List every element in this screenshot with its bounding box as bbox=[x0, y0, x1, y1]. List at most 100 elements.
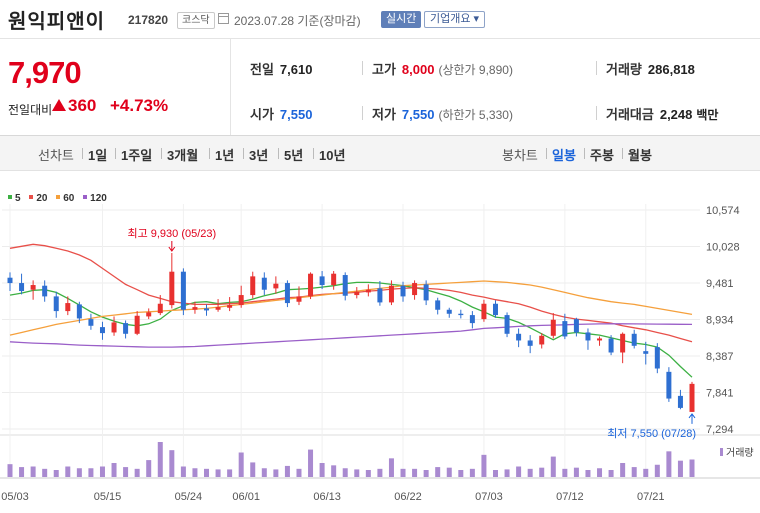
up-arrow-icon bbox=[52, 99, 66, 111]
tab-1year[interactable]: 1년 bbox=[215, 148, 235, 163]
trade-value: 거래대금 2,248 백만 bbox=[606, 107, 719, 122]
tab-1week[interactable]: 1주일 bbox=[121, 148, 153, 163]
candle-body bbox=[677, 395, 683, 408]
candle-body bbox=[7, 277, 13, 284]
volume-bar bbox=[250, 462, 256, 477]
current-price-box: 7,970 전일대비 360 +4.73% bbox=[0, 39, 231, 135]
legend-ma120: 120 bbox=[83, 193, 107, 204]
day-low: 저가 7,550 (하한가 5,330) bbox=[372, 107, 513, 122]
volume-bar bbox=[319, 463, 325, 477]
volume-bar bbox=[608, 470, 614, 477]
tab-3years[interactable]: 3년 bbox=[249, 148, 269, 163]
candle-body bbox=[689, 383, 695, 412]
candle-body bbox=[388, 285, 394, 303]
x-tick-label: 06/22 bbox=[394, 491, 422, 503]
candle-body bbox=[331, 273, 337, 286]
candle-body bbox=[342, 275, 348, 296]
volume-bar bbox=[585, 470, 591, 477]
volume-bar bbox=[550, 456, 556, 477]
high-arrow-head bbox=[168, 246, 176, 252]
volume-bar bbox=[689, 459, 695, 477]
volume-bar bbox=[446, 467, 452, 477]
volume-bar bbox=[469, 468, 475, 477]
change-percent: +4.73% bbox=[110, 96, 169, 115]
candle-body bbox=[435, 300, 441, 310]
x-tick-label: 06/01 bbox=[232, 491, 260, 503]
realtime-button[interactable]: 실시간 bbox=[381, 11, 422, 28]
candle-body bbox=[19, 283, 25, 292]
legend-ma5: 5 bbox=[8, 193, 21, 204]
stock-code: 217820 bbox=[128, 13, 169, 27]
candle-body bbox=[631, 333, 637, 346]
volume-bar bbox=[42, 468, 48, 477]
candle-body bbox=[42, 285, 48, 297]
stock-chart[interactable]: 10,574 10,028 9,481 8,934 8,387 7,841 7,294 05/… bbox=[0, 190, 760, 513]
volume-bar bbox=[400, 468, 406, 477]
candle-body bbox=[400, 285, 406, 297]
candle-body bbox=[516, 333, 522, 341]
volume-bar bbox=[654, 464, 660, 477]
volume-bar bbox=[412, 468, 418, 477]
volume-bar bbox=[527, 468, 533, 477]
volume-label: 거래량 bbox=[726, 447, 754, 459]
y-tick-label: 10,028 bbox=[706, 241, 740, 253]
tab-5years[interactable]: 5년 bbox=[284, 148, 304, 163]
y-tick-label: 9,481 bbox=[706, 278, 734, 290]
volume-bar bbox=[296, 468, 302, 477]
candle-body bbox=[412, 283, 418, 296]
candle-body bbox=[539, 335, 545, 345]
candle-body bbox=[504, 315, 510, 334]
volume-bar bbox=[284, 465, 290, 477]
volume-bar bbox=[204, 468, 210, 477]
candle-body bbox=[157, 303, 163, 314]
reference-date: 2023.07.28 기준(장마감) bbox=[234, 14, 361, 28]
volume: 거래량 286,818 bbox=[606, 62, 695, 77]
volume-bar bbox=[19, 467, 25, 477]
volume-bar bbox=[458, 470, 464, 477]
y-tick-label: 8,934 bbox=[706, 315, 734, 327]
candle-body bbox=[192, 307, 198, 310]
candle-body bbox=[204, 308, 210, 311]
candle-body bbox=[284, 283, 290, 304]
company-overview-button[interactable]: 기업개요 ▾ bbox=[424, 11, 486, 28]
candle-body bbox=[550, 319, 556, 336]
price-summary: 7,970 전일대비 360 +4.73% 전일 7,610 고가 8,000 (상한… bbox=[0, 39, 760, 136]
low-arrow-head bbox=[688, 413, 696, 419]
candle-body bbox=[123, 323, 129, 334]
tab-10years[interactable]: 10년 bbox=[319, 148, 346, 163]
legend-ma20: 20 bbox=[29, 193, 47, 204]
stock-name: 원익피앤이 bbox=[8, 11, 105, 33]
volume-bar bbox=[192, 468, 198, 477]
tab-daily[interactable]: 일봉 bbox=[552, 148, 576, 163]
volume-bar bbox=[504, 469, 510, 477]
candle-chart-label: 봉차트 bbox=[502, 148, 538, 163]
volume-bar bbox=[99, 466, 105, 477]
x-tick-label: 06/13 bbox=[313, 491, 341, 503]
candle-body bbox=[319, 276, 325, 286]
x-tick-label: 07/21 bbox=[637, 491, 665, 503]
candle-body bbox=[423, 284, 429, 301]
candle-body bbox=[643, 351, 649, 354]
candle-body bbox=[227, 305, 233, 308]
volume-bar bbox=[331, 465, 337, 477]
high-annotation: 최고 9,930 (05/23) bbox=[127, 227, 216, 240]
candle-body bbox=[469, 315, 475, 324]
tab-3months[interactable]: 3개월 bbox=[167, 148, 199, 163]
y-tick-label: 7,841 bbox=[706, 387, 734, 399]
tab-1day[interactable]: 1일 bbox=[88, 148, 108, 163]
candle-body bbox=[354, 291, 360, 296]
market-badge: 코스닥 bbox=[177, 12, 215, 29]
volume-bar bbox=[88, 468, 94, 477]
volume-bar bbox=[388, 458, 394, 477]
candle-body bbox=[250, 276, 256, 296]
candle-body bbox=[296, 296, 302, 302]
candle-body bbox=[261, 277, 267, 290]
candle-body bbox=[446, 309, 452, 314]
volume-bar bbox=[666, 451, 672, 477]
volume-bar bbox=[516, 466, 522, 477]
candle-body bbox=[573, 319, 579, 333]
tab-weekly[interactable]: 주봉 bbox=[590, 148, 614, 163]
tab-monthly[interactable]: 월봉 bbox=[628, 148, 652, 163]
stock-header: 원익피앤이 217820 코스닥 2023.07.28 기준(장마감) 실시간 … bbox=[0, 0, 760, 39]
candle-body bbox=[308, 273, 314, 297]
